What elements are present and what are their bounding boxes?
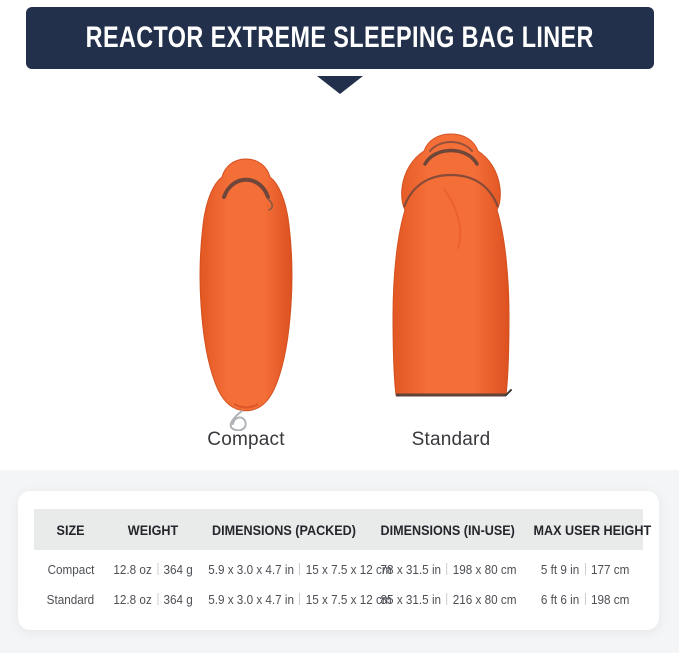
standard-label: Standard [411,429,491,450]
weight-value: 12.8 oz 364 g [113,592,192,607]
packed-metric: 15 x 7.5 x 12 cm [306,592,393,607]
table-row-compact: Compact 12.8 oz 364 g 5.9 x 3.0 x 4.7 in 1… [34,550,643,580]
inuse-metric: 216 x 80 cm [452,592,517,607]
cell-dimensions-inuse: 78 x 31.5 in 198 x 80 cm [369,550,527,580]
column-header-dimensions-inuse: DIMENSIONS (IN-USE) [368,509,528,550]
weight-value: 12.8 oz 364 g [113,562,192,577]
hood-cord-end [267,198,274,211]
compact-liner-body [199,158,293,412]
column-header-dimensions-packed-label: DIMENSIONS (PACKED) [211,521,356,538]
cell-size: Compact [34,550,107,580]
banner-pointer-notch [317,76,363,94]
packed-value: 5.9 x 3.0 x 4.7 in 15 x 7.5 x 12 cm [209,562,392,577]
zipper-pull [505,389,512,396]
unit-divider [446,563,447,575]
size-value: Compact [47,562,94,577]
packed-imperial: 5.9 x 3.0 x 4.7 in [208,592,295,607]
compact-liner-illustration [199,158,293,431]
cell-max-user-height: 5 ft 9 in 177 cm [527,550,643,580]
unit-divider [156,563,158,575]
column-header-size: SIZE [34,509,108,550]
cell-size: Standard [34,580,107,610]
column-header-weight: WEIGHT [107,509,199,550]
hood-top-seam [429,141,473,152]
packed-metric: 15 x 7.5 x 12 cm [306,562,393,577]
page-title: REACTOR EXTREME SLEEPING BAG LINER [85,21,595,54]
hood-drawcord-seam [423,148,479,166]
spec-table-card: SIZE WEIGHT DIMENSIONS (PACKED) DIMENSIO… [18,491,659,630]
column-header-dimensions-packed: DIMENSIONS (PACKED) [198,509,369,550]
cell-dimensions-packed: 5.9 x 3.0 x 4.7 in 15 x 7.5 x 12 cm [198,580,392,610]
inuse-metric: 198 x 80 cm [452,562,517,577]
cell-dimensions-inuse: 85 x 31.5 in 216 x 80 cm [369,580,527,610]
column-header-max-user-height: MAX USER HEIGHT [527,509,651,550]
cell-weight: 12.8 oz 364 g [107,550,198,580]
inuse-imperial: 85 x 31.5 in [380,592,441,607]
hood-drawcord-seam [222,177,270,199]
inuse-value: 85 x 31.5 in 216 x 80 cm [380,592,516,607]
packed-value: 5.9 x 3.0 x 4.7 in 15 x 7.5 x 12 cm [209,592,392,607]
unit-divider [299,563,301,575]
height-value: 5 ft 9 in 177 cm [541,562,629,577]
weight-metric: 364 g [163,562,193,577]
compact-label: Compact [207,429,285,450]
shoulder-seam [402,173,500,208]
packed-imperial: 5.9 x 3.0 x 4.7 in [208,562,295,577]
inuse-value: 78 x 31.5 in 198 x 80 cm [380,562,516,577]
column-header-size-label: SIZE [56,521,85,538]
unit-divider [156,593,158,605]
column-header-max-user-height-label: MAX USER HEIGHT [533,521,652,538]
column-header-dimensions-inuse-label: DIMENSIONS (IN-USE) [380,521,516,538]
weight-metric: 364 g [163,592,193,607]
cell-dimensions-packed: 5.9 x 3.0 x 4.7 in 15 x 7.5 x 12 cm [198,550,392,580]
height-imperial: 5 ft 9 in [540,562,580,577]
cell-weight: 12.8 oz 364 g [107,580,198,610]
foot-gather-seam [233,403,259,409]
cell-max-user-height: 6 ft 6 in 198 cm [527,580,643,610]
unit-divider [584,563,586,575]
size-value: Standard [46,592,95,607]
standard-liner-body [392,133,510,396]
spec-table: SIZE WEIGHT DIMENSIONS (PACKED) DIMENSIO… [34,509,651,610]
fabric-fold-line [443,188,462,250]
height-imperial: 6 ft 6 in [540,592,580,607]
height-metric: 177 cm [590,562,630,577]
standard-liner-illustration [392,133,512,397]
unit-divider [584,593,586,605]
weight-imperial: 12.8 oz [113,562,152,577]
height-value: 6 ft 6 in 198 cm [541,592,629,607]
column-header-weight-label: WEIGHT [127,521,178,538]
weight-imperial: 12.8 oz [113,592,152,607]
height-metric: 198 cm [590,592,630,607]
unit-divider [299,593,301,605]
title-banner: REACTOR EXTREME SLEEPING BAG LINER [26,7,654,94]
table-row-standard: Standard 12.8 oz 364 g 5.9 x 3.0 x 4.7 in… [34,580,643,610]
spec-table-header-row: SIZE WEIGHT DIMENSIONS (PACKED) DIMENSIO… [34,509,651,550]
unit-divider [446,593,447,605]
inuse-imperial: 78 x 31.5 in [380,562,441,577]
drawcord-loop [229,410,247,431]
